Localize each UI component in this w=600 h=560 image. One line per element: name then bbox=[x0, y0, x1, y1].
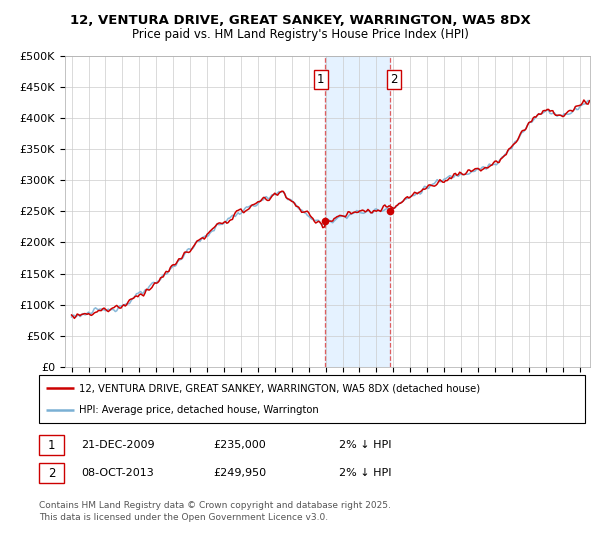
Text: 2: 2 bbox=[390, 73, 398, 86]
Text: 21-DEC-2009: 21-DEC-2009 bbox=[81, 440, 155, 450]
Text: 12, VENTURA DRIVE, GREAT SANKEY, WARRINGTON, WA5 8DX: 12, VENTURA DRIVE, GREAT SANKEY, WARRING… bbox=[70, 14, 530, 27]
Text: Contains HM Land Registry data © Crown copyright and database right 2025.
This d: Contains HM Land Registry data © Crown c… bbox=[39, 501, 391, 522]
Text: 1: 1 bbox=[48, 438, 55, 452]
Text: 08-OCT-2013: 08-OCT-2013 bbox=[81, 468, 154, 478]
Text: £235,000: £235,000 bbox=[213, 440, 266, 450]
Text: HPI: Average price, detached house, Warrington: HPI: Average price, detached house, Warr… bbox=[79, 405, 319, 415]
Text: Price paid vs. HM Land Registry's House Price Index (HPI): Price paid vs. HM Land Registry's House … bbox=[131, 28, 469, 41]
Text: 2: 2 bbox=[48, 466, 55, 480]
Text: 1: 1 bbox=[317, 73, 325, 86]
Text: 12, VENTURA DRIVE, GREAT SANKEY, WARRINGTON, WA5 8DX (detached house): 12, VENTURA DRIVE, GREAT SANKEY, WARRING… bbox=[79, 383, 480, 393]
Bar bbox=[325, 56, 389, 367]
Text: £249,950: £249,950 bbox=[213, 468, 266, 478]
Text: 2% ↓ HPI: 2% ↓ HPI bbox=[339, 468, 391, 478]
Text: 2% ↓ HPI: 2% ↓ HPI bbox=[339, 440, 391, 450]
